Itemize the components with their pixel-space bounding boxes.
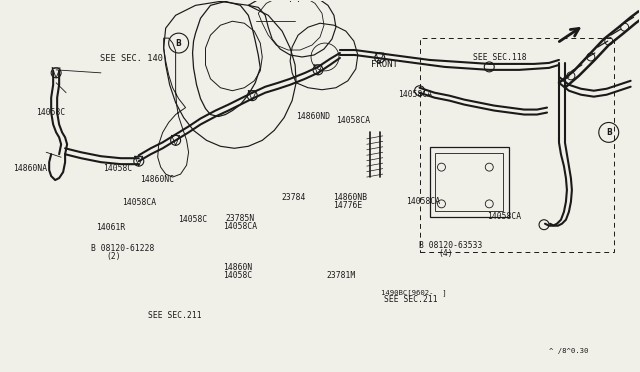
Text: 14058CA: 14058CA	[223, 222, 257, 231]
Text: 14061R: 14061R	[96, 223, 125, 232]
Text: B: B	[176, 39, 182, 48]
Text: 14058C: 14058C	[36, 108, 66, 117]
Text: B 08120-61228: B 08120-61228	[91, 244, 154, 253]
Text: SEE SEC. 140: SEE SEC. 140	[100, 54, 163, 63]
Text: 14776E: 14776E	[333, 201, 362, 210]
Text: ^ /8^0.30: ^ /8^0.30	[549, 349, 589, 355]
Text: 14058CA: 14058CA	[122, 198, 157, 207]
Bar	[420, 38, 614, 251]
Text: 14058C: 14058C	[223, 271, 252, 280]
Text: 23785N: 23785N	[226, 214, 255, 223]
Text: B 08120-63533: B 08120-63533	[419, 241, 482, 250]
Text: 14058CA: 14058CA	[397, 90, 432, 99]
Text: 1490BC[9602-  ]: 1490BC[9602- ]	[381, 290, 446, 296]
Text: SEE SEC.211: SEE SEC.211	[384, 295, 437, 304]
Text: 14860NC: 14860NC	[140, 175, 175, 184]
Text: 14058C: 14058C	[179, 215, 208, 224]
Text: 14058CA: 14058CA	[487, 212, 521, 221]
Text: 14860NB: 14860NB	[333, 193, 367, 202]
Text: 23781M: 23781M	[326, 271, 356, 280]
Text: SEE SEC.118: SEE SEC.118	[473, 53, 527, 62]
Text: 14860N: 14860N	[223, 263, 252, 272]
Text: (4): (4)	[438, 249, 452, 258]
Text: (2): (2)	[106, 251, 121, 261]
Bar	[435, 153, 503, 211]
Text: 23784: 23784	[282, 193, 306, 202]
Text: 14860ND: 14860ND	[296, 112, 330, 121]
Bar	[429, 147, 509, 217]
Text: 14058CA: 14058CA	[336, 116, 370, 125]
Text: SEE SEC.211: SEE SEC.211	[148, 311, 202, 320]
Text: 14058C: 14058C	[103, 164, 132, 173]
Text: B: B	[606, 128, 612, 137]
Text: 14058CA: 14058CA	[406, 197, 440, 206]
Text: 14860NA: 14860NA	[13, 164, 47, 173]
Text: FRONT: FRONT	[371, 60, 398, 70]
